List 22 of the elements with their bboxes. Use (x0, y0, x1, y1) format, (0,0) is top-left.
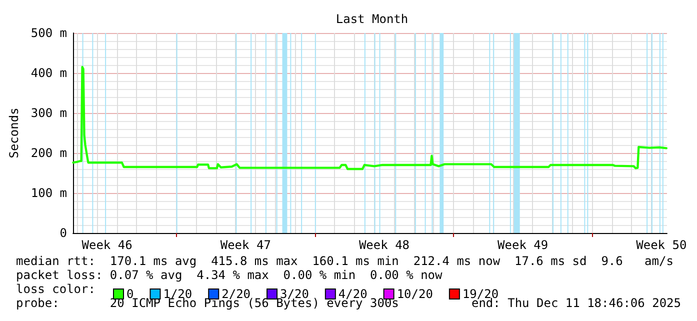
y-tick-label: 200 m (30, 146, 68, 160)
legend-label: 1/20 (163, 287, 192, 301)
y-tick-label: 300 m (30, 106, 68, 120)
x-tick-label: Week 49 (498, 238, 548, 252)
x-tick-label: Week 47 (220, 238, 271, 252)
x-tick-label: Week 46 (82, 238, 132, 252)
y-axis-title: Seconds (7, 108, 21, 158)
x-tick-label: Week 50 (636, 238, 687, 252)
line-series (72, 66, 668, 170)
legend-label: 10/20 (396, 287, 433, 301)
text: packet loss: 0.07 % avg 4.34 % max 0.00 % min 0.00 % now (16, 268, 444, 282)
y-tick-label: 500 m (30, 26, 68, 40)
y-tick-label: 100 m (30, 186, 68, 200)
legend-label: 19/20 (462, 287, 499, 301)
legend-label: 2/20 (222, 287, 251, 301)
chart-title: Last Month (336, 12, 408, 26)
legend-label: 0 (126, 287, 134, 301)
text: median rtt: 170.1 ms avg 415.8 ms max 160.1 ms min 212.4 ms now 17.6 ms sd 9.6 am/s (16, 254, 674, 268)
legend-title: loss color: (16, 282, 96, 296)
x-tick-label: Week 48 (358, 238, 410, 252)
y-tick-label: 400 m (30, 66, 68, 80)
y-tick-label: 0 (60, 226, 68, 240)
